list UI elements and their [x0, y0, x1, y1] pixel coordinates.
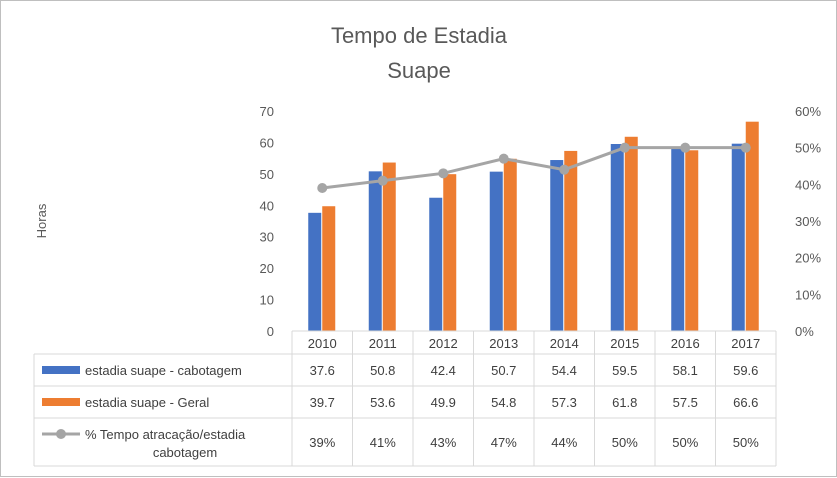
y2-tick-label: 40%	[795, 177, 821, 192]
data-table: 2010 2011 2012 2013 2014 2015 2016 2017 estadia …	[33, 330, 777, 467]
x-tick-label: 2015	[610, 336, 639, 351]
data-cell: 57.5	[673, 395, 698, 410]
data-cell: 50.7	[491, 363, 516, 378]
y-tick-label: 50	[260, 167, 274, 182]
percent-line-point	[559, 164, 570, 175]
data-cell: 42.4	[431, 363, 456, 378]
percent-line-point	[740, 142, 751, 153]
data-cell: 50%	[733, 435, 759, 450]
bar-cabotagem	[368, 171, 382, 331]
data-cell: 50%	[612, 435, 638, 450]
y2-tick-label: 0%	[795, 324, 814, 339]
bar-geral	[503, 158, 517, 331]
bar-cabotagem	[489, 171, 503, 331]
data-cell: 54.4	[552, 363, 577, 378]
y2-axis-ticks: 0% 10% 20% 30% 40% 50% 60%	[795, 104, 821, 339]
y2-tick-label: 60%	[795, 104, 821, 119]
data-cell: 49.9	[431, 395, 456, 410]
legend-label: estadia suape - cabotagem	[85, 363, 242, 378]
percent-line-point	[680, 142, 691, 153]
bar-cabotagem	[671, 148, 685, 331]
x-tick-label: 2016	[671, 336, 700, 351]
data-cell: 59.5	[612, 363, 637, 378]
percent-line-point	[498, 153, 509, 164]
data-cell: 53.6	[370, 395, 395, 410]
legend-key	[42, 398, 80, 406]
y-tick-label: 20	[260, 261, 274, 276]
data-cell: 61.8	[612, 395, 637, 410]
data-cell: 50.8	[370, 363, 395, 378]
legend-key-marker	[56, 429, 66, 439]
x-tick-label: 2010	[308, 336, 337, 351]
bars	[308, 121, 759, 331]
legend-label: % Tempo atracação/estadia	[85, 427, 246, 442]
data-cell: 50%	[672, 435, 698, 450]
data-cell: 44%	[551, 435, 577, 450]
percent-line-path	[322, 146, 746, 190]
y-axis-title: Horas	[34, 203, 49, 238]
data-cell: 39%	[309, 435, 335, 450]
percent-line-point	[438, 168, 449, 179]
x-tick-label: 2014	[550, 336, 579, 351]
y2-tick-label: 10%	[795, 287, 821, 302]
x-tick-label: 2011	[369, 336, 397, 351]
data-cell: 59.6	[733, 363, 758, 378]
y-tick-label: 60	[260, 135, 274, 150]
y-tick-label: 40	[260, 198, 274, 213]
bar-geral	[322, 206, 336, 331]
bar-geral	[624, 136, 638, 331]
y2-tick-label: 50%	[795, 141, 821, 156]
bar-cabotagem	[308, 212, 322, 331]
percent-line-point	[317, 183, 328, 193]
bar-geral	[745, 121, 759, 331]
data-cell: 41%	[370, 435, 396, 450]
chart-title-line-1: Tempo de Estadia	[331, 23, 508, 48]
chart-title: Tempo de Estadia Suape	[331, 23, 508, 83]
percent-line-point	[619, 142, 630, 153]
y-tick-label: 10	[260, 293, 274, 308]
data-cell: 58.1	[673, 363, 698, 378]
legend-label: estadia suape - Geral	[85, 395, 209, 410]
percent-line	[317, 142, 751, 193]
data-cell: 47%	[491, 435, 517, 450]
data-cell: 37.6	[310, 363, 335, 378]
bar-geral	[685, 150, 699, 331]
bar-geral	[564, 150, 578, 331]
bar-cabotagem	[550, 160, 564, 331]
bar-geral	[443, 174, 457, 331]
bar-cabotagem	[731, 143, 745, 331]
bar-cabotagem	[429, 197, 443, 331]
y-tick-label: 0	[267, 324, 274, 339]
data-cell: 43%	[430, 435, 456, 450]
y2-tick-label: 20%	[795, 251, 821, 266]
x-tick-label: 2017	[731, 336, 760, 351]
chart-title-line-2: Suape	[387, 58, 451, 83]
percent-line-point	[377, 175, 388, 186]
data-cell: 54.8	[491, 395, 516, 410]
legend-label: cabotagem	[153, 445, 217, 460]
bar-geral	[382, 162, 396, 331]
y-tick-label: 70	[260, 104, 274, 119]
y-axis-ticks: 0 10 20 30 40 50 60 70	[260, 104, 274, 339]
data-cell: 57.3	[552, 395, 577, 410]
y-tick-label: 30	[260, 230, 274, 245]
data-cell: 66.6	[733, 395, 758, 410]
bar-cabotagem	[610, 144, 624, 331]
legend-key	[42, 366, 80, 374]
x-tick-label: 2012	[429, 336, 458, 351]
data-cell: 39.7	[310, 395, 335, 410]
y2-tick-label: 30%	[795, 214, 821, 229]
x-tick-label: 2013	[489, 336, 518, 351]
